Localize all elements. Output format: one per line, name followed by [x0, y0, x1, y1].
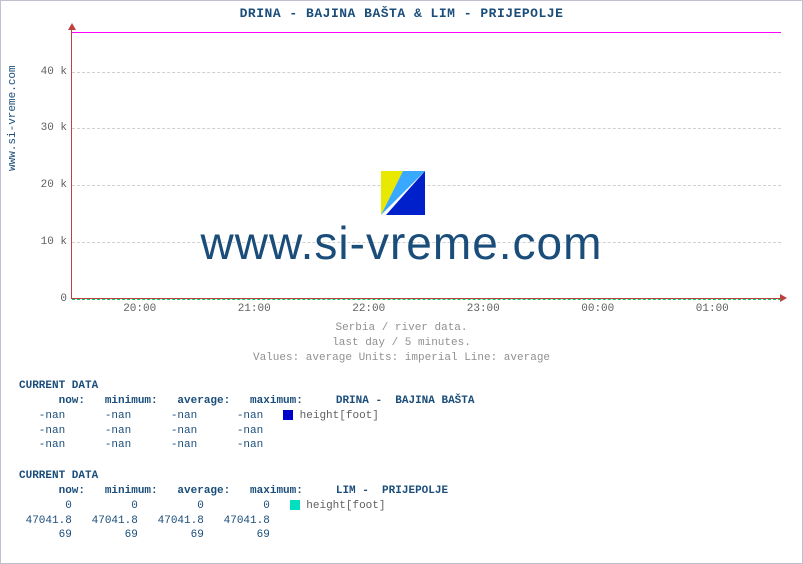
current-data-block: CURRENT DATA now: minimum: average: maxi… [19, 379, 474, 453]
chart-title: DRINA - BAJINA BAŠTA & LIM - PRIJEPOLJE [1, 6, 802, 21]
gridline [72, 128, 781, 129]
y-axis-arrow-icon [68, 23, 76, 30]
data-row: -nan -nan -nan -nan [19, 438, 474, 453]
x-tick-label: 22:00 [352, 303, 385, 315]
current-data-block: CURRENT DATA now: minimum: average: maxi… [19, 469, 448, 543]
chart-subtitle: Serbia / river data. last day / 5 minute… [1, 321, 802, 366]
data-row: -nan -nan -nan -nan [19, 424, 474, 439]
x-axis-arrow-icon [780, 294, 787, 302]
gridline [72, 185, 781, 186]
subtitle-line: last day / 5 minutes. [332, 337, 471, 349]
data-row: 47041.8 47041.8 47041.8 47041.8 [19, 514, 448, 529]
block-header: CURRENT DATA [19, 379, 474, 394]
watermark-logo-icon [381, 171, 425, 215]
x-tick-label: 01:00 [696, 303, 729, 315]
chart-frame: DRINA - BAJINA BAŠTA & LIM - PRIJEPOLJE … [0, 0, 803, 564]
x-tick-label: 00:00 [581, 303, 614, 315]
watermark-text: www.si-vreme.com [1, 216, 802, 270]
data-row: -nan -nan -nan -nan height[foot] [19, 409, 474, 424]
block-header: CURRENT DATA [19, 469, 448, 484]
data-row: 0 0 0 0 height[foot] [19, 499, 448, 514]
y-tick-label: 30 k [22, 122, 67, 134]
series-line [72, 32, 781, 33]
y-tick-label: 20 k [22, 179, 67, 191]
y-axis-label: www.si-vreme.com [7, 65, 19, 171]
x-tick-label: 21:00 [238, 303, 271, 315]
data-row: 69 69 69 69 [19, 528, 448, 543]
gridline [72, 72, 781, 73]
y-tick-label: 0 [22, 293, 67, 305]
subtitle-line: Serbia / river data. [335, 322, 467, 334]
x-tick-label: 23:00 [467, 303, 500, 315]
block-columns: now: minimum: average: maximum: DRINA - … [19, 394, 474, 409]
x-tick-label: 20:00 [123, 303, 156, 315]
subtitle-line: Values: average Units: imperial Line: av… [253, 352, 550, 364]
block-columns: now: minimum: average: maximum: LIM - PR… [19, 484, 448, 499]
y-tick-label: 40 k [22, 66, 67, 78]
legend-swatch-icon [290, 500, 300, 510]
series-line [72, 299, 781, 300]
legend-swatch-icon [283, 410, 293, 420]
